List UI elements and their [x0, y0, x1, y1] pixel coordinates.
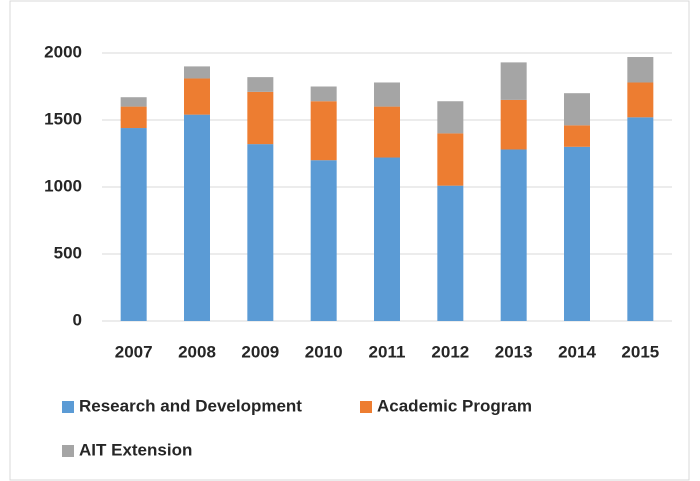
- y-tick-label: 500: [54, 243, 82, 262]
- bar-segment: [374, 82, 400, 107]
- y-tick-label: 1000: [44, 176, 82, 195]
- bar-segment: [627, 57, 654, 83]
- bar-segment: [627, 82, 654, 118]
- x-tick-label: 2012: [431, 342, 469, 361]
- bar-segment: [120, 128, 147, 321]
- legend-label: AIT Extension: [79, 440, 192, 459]
- legend-swatch: [62, 401, 74, 413]
- bar-segment: [437, 185, 464, 321]
- bar-segment: [120, 97, 147, 107]
- bar-segment: [564, 93, 590, 126]
- bar-segment: [247, 144, 274, 321]
- bar-segment: [310, 101, 337, 161]
- x-tick-label: 2008: [178, 342, 216, 361]
- legend-label: Research and Development: [79, 396, 302, 415]
- bar-segment: [310, 160, 337, 321]
- legend-swatch: [62, 445, 74, 457]
- x-tick-label: 2015: [621, 342, 659, 361]
- x-tick-label: 2010: [305, 342, 343, 361]
- bar-segment: [627, 117, 654, 321]
- legend-swatch: [360, 401, 372, 413]
- x-tick-label: 2013: [495, 342, 533, 361]
- bar-segment: [564, 146, 590, 321]
- bar-segment: [374, 157, 400, 321]
- y-tick-label: 1500: [44, 109, 82, 128]
- bar-segment: [437, 133, 464, 186]
- bar-segment: [184, 78, 210, 115]
- x-tick-label: 2011: [369, 342, 406, 361]
- bar-segment: [564, 125, 590, 147]
- bar-segment: [310, 86, 337, 102]
- bar-segment: [247, 91, 274, 145]
- bar-segment: [120, 106, 147, 129]
- bar-segment: [500, 62, 527, 100]
- bar-segment: [437, 101, 464, 134]
- x-tick-label: 2014: [558, 342, 596, 361]
- bar-segment: [500, 99, 527, 150]
- bar-segment: [500, 149, 527, 321]
- bar-segment: [184, 114, 210, 321]
- bar-segment: [247, 77, 274, 92]
- x-tick-label: 2007: [115, 342, 153, 361]
- bar-segment: [374, 106, 400, 158]
- legend-label: Academic Program: [377, 396, 532, 415]
- y-tick-label: 0: [73, 310, 82, 329]
- bar-segment: [184, 66, 210, 79]
- x-tick-label: 2009: [241, 342, 279, 361]
- y-tick-label: 2000: [44, 42, 82, 61]
